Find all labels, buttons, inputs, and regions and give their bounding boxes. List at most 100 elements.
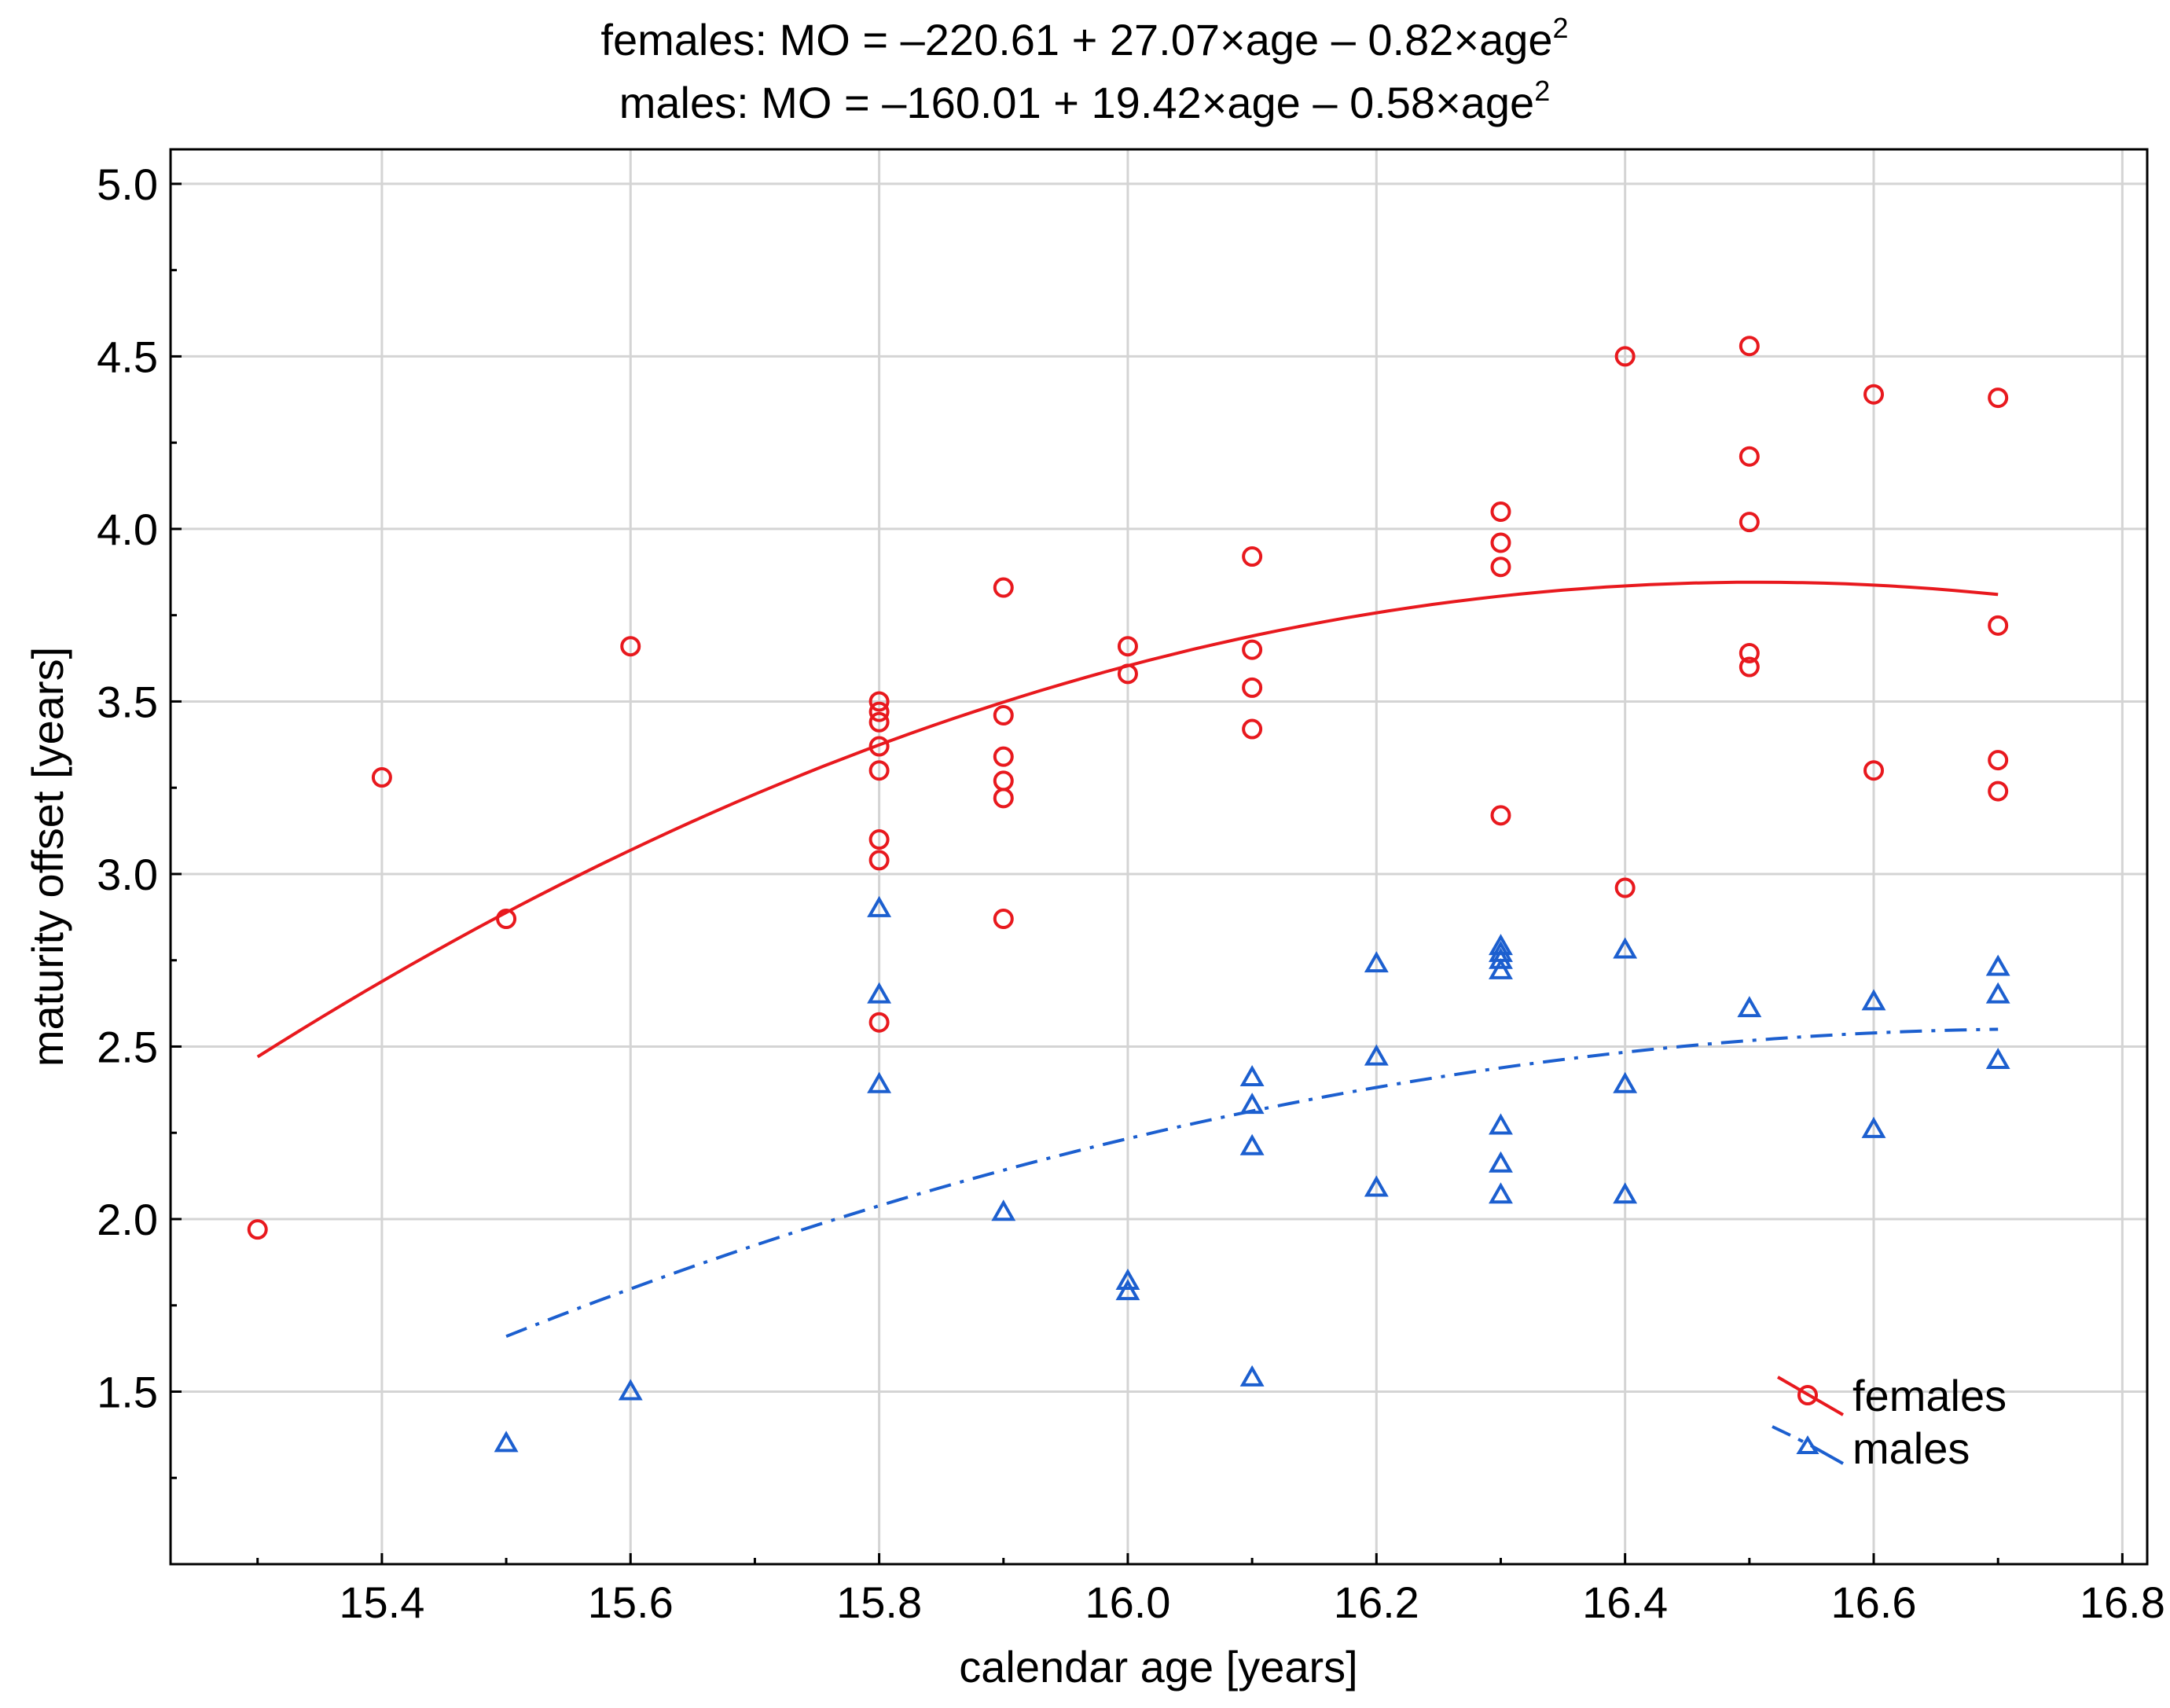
males-point	[1613, 1182, 1638, 1204]
females-point	[1739, 512, 1760, 533]
females-point	[1988, 388, 2009, 409]
title-males-superscript: 2	[1534, 75, 1550, 107]
females-point	[1490, 501, 1511, 522]
y-tick-label: 2.5	[97, 1022, 158, 1071]
males-point	[1861, 1116, 1886, 1138]
females-point	[868, 850, 890, 871]
males-point	[1489, 947, 1513, 969]
data-points	[247, 336, 2010, 1453]
males-point	[1985, 1047, 2010, 1070]
y-tick-label: 4.0	[97, 505, 158, 554]
x-axis-label: calendar age [years]	[959, 1642, 1357, 1691]
females-point	[1117, 636, 1138, 657]
males-point	[991, 1199, 1016, 1221]
females-point	[993, 577, 1014, 598]
y-axis-label: maturity offset [years]	[23, 647, 72, 1067]
females-point	[1117, 663, 1138, 685]
females-point	[1739, 656, 1760, 678]
males-point	[494, 1431, 519, 1453]
females-point	[993, 788, 1014, 809]
males-point	[1239, 1093, 1265, 1115]
males-point	[1861, 989, 1886, 1011]
females-point	[1863, 384, 1885, 405]
females-point	[1988, 781, 2009, 802]
x-tick-label: 15.4	[339, 1578, 424, 1627]
males-point	[1613, 937, 1638, 959]
females-point	[993, 746, 1014, 767]
y-tick-label: 3.5	[97, 677, 158, 726]
x-tick-label: 15.6	[588, 1578, 674, 1627]
legend-item-males: males	[1772, 1423, 1970, 1473]
males-point	[1985, 982, 2010, 1004]
females-point	[1739, 642, 1760, 663]
x-tick-label: 15.8	[836, 1578, 922, 1627]
males-point	[1613, 1071, 1638, 1093]
males-fit-curve	[505, 1027, 1999, 1339]
females-point	[371, 767, 392, 788]
y-tick-label: 5.0	[97, 160, 158, 209]
females-point	[993, 705, 1014, 725]
males-point	[1737, 996, 1762, 1018]
legend-males-line	[1772, 1425, 1844, 1465]
females-point	[1863, 760, 1885, 781]
males-point	[1239, 1133, 1265, 1155]
females-point	[993, 770, 1014, 792]
males-point	[1364, 1175, 1389, 1197]
title-line-males: males: MO = –160.01 + 19.42×age – 0.58×a…	[619, 75, 1550, 127]
females-point	[1490, 556, 1511, 578]
legend-males-marker	[1796, 1435, 1819, 1454]
legend-females-marker	[1797, 1385, 1818, 1405]
females-point	[1988, 750, 2009, 771]
y-tick-label: 3.0	[97, 850, 158, 899]
females-point	[868, 829, 890, 850]
females-point	[1242, 546, 1263, 567]
females-point	[993, 909, 1014, 930]
females-point	[868, 701, 890, 722]
females-point	[1490, 805, 1511, 826]
males-point	[867, 1071, 892, 1093]
females-point	[247, 1219, 268, 1240]
legend: females males	[1772, 1371, 2007, 1473]
x-tick-label: 16.8	[2080, 1578, 2165, 1627]
females-point	[868, 1012, 890, 1033]
males-point	[1985, 954, 2010, 976]
females-point	[1739, 336, 1760, 357]
plot-frame	[169, 148, 2149, 1566]
females-point	[1242, 718, 1263, 740]
females-point	[1614, 346, 1636, 367]
grid-lines	[171, 149, 2147, 1564]
title-females-text: females: MO = –220.61 + 27.07×age – 0.82…	[600, 15, 1552, 64]
axis-ticks: 15.4 15.6 15.8 16.0 16.2 16.4 16.6 16.8 1.5 2.0 2.…	[97, 160, 2165, 1627]
legend-females-label: females	[1852, 1371, 2007, 1420]
males-point	[1115, 1279, 1140, 1301]
males-point	[1489, 957, 1513, 979]
males-point	[867, 895, 892, 917]
males-point	[1364, 1044, 1389, 1066]
females-point	[1242, 677, 1263, 698]
males-point	[1489, 1182, 1513, 1204]
title-males-text: males: MO = –160.01 + 19.42×age – 0.58×a…	[619, 78, 1534, 127]
males-point	[1239, 1365, 1265, 1387]
females-point	[868, 711, 890, 733]
y-tick-label: 2.0	[97, 1195, 158, 1244]
males-point	[1364, 951, 1389, 973]
x-tick-label: 16.4	[1582, 1578, 1668, 1627]
y-tick-label: 1.5	[97, 1367, 158, 1416]
males-point	[1239, 1064, 1265, 1086]
chart-title: females: MO = –220.61 + 27.07×age – 0.82…	[600, 12, 1568, 127]
legend-females-line	[1776, 1376, 1845, 1416]
females-point	[496, 909, 517, 930]
females-point	[868, 691, 890, 712]
females-point	[1490, 532, 1511, 553]
x-tick-label: 16.0	[1085, 1578, 1170, 1627]
males-point	[1489, 1113, 1513, 1135]
females-point	[1242, 639, 1263, 660]
males-point	[618, 1379, 643, 1401]
males-point	[1489, 1151, 1513, 1173]
x-tick-label: 16.6	[1831, 1578, 1917, 1627]
title-females-superscript: 2	[1553, 12, 1569, 44]
males-point	[867, 982, 892, 1004]
females-point	[620, 636, 641, 657]
females-point	[1988, 615, 2009, 636]
